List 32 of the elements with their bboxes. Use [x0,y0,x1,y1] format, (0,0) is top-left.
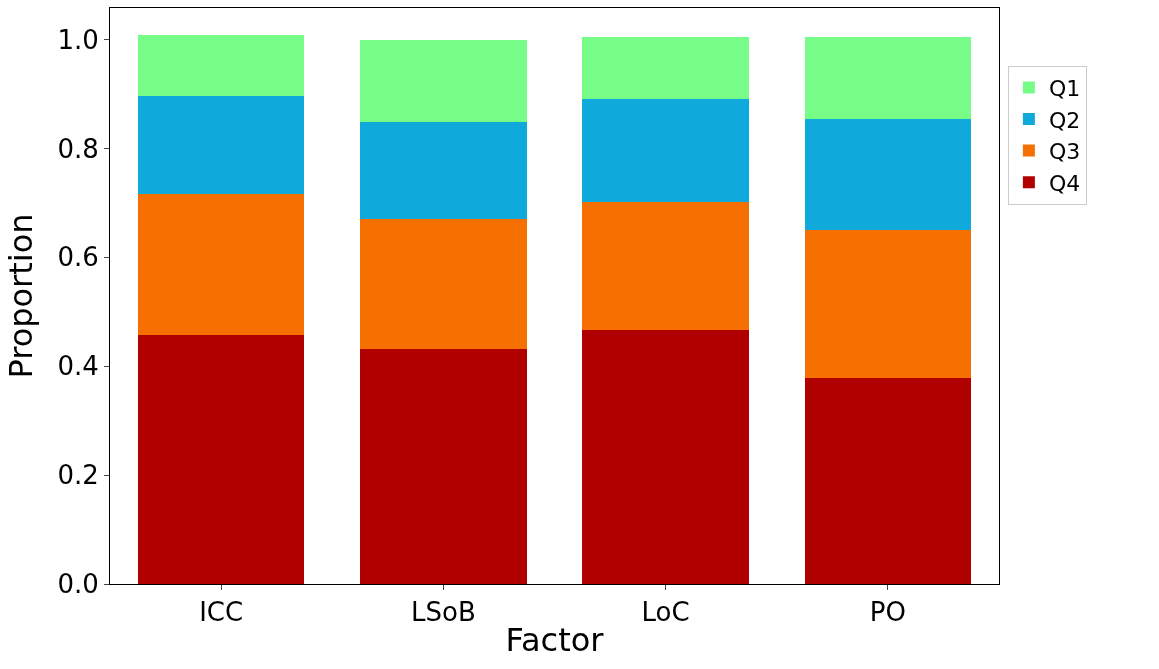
bar [360,39,527,122]
x-tick-label: PO [869,597,906,628]
bar [137,193,305,335]
y-tick-label: 0.8 [57,133,99,164]
bar [137,96,305,194]
bar [804,378,972,584]
x-axis-title: Factor [505,621,605,660]
bar [360,219,527,350]
bar [360,121,527,220]
bar [804,36,972,120]
y-tick-label: 0.4 [57,351,99,382]
x-tick-label: LSoB [411,597,476,628]
legend-label: Q3 [1048,139,1081,165]
y-tick-label: 0.6 [57,242,99,273]
bar [137,34,305,97]
bar [582,202,749,330]
x-tick-label: ICC [199,597,244,628]
bar [804,119,972,231]
bar [582,36,749,99]
legend-label: Q1 [1048,75,1081,101]
bar [582,329,749,584]
x-tick-label: LoC [641,597,690,628]
bar [804,230,972,379]
bar [137,334,305,584]
y-tick-label: 1.0 [57,24,99,55]
y-tick-label: 0.2 [57,460,99,491]
legend-label: Q2 [1048,107,1081,133]
y-tick-label: 0.0 [57,569,99,600]
bar [582,98,749,203]
legend-label: Q4 [1048,170,1081,196]
y-axis-title: Proportion [1,213,40,379]
bar [360,349,527,584]
